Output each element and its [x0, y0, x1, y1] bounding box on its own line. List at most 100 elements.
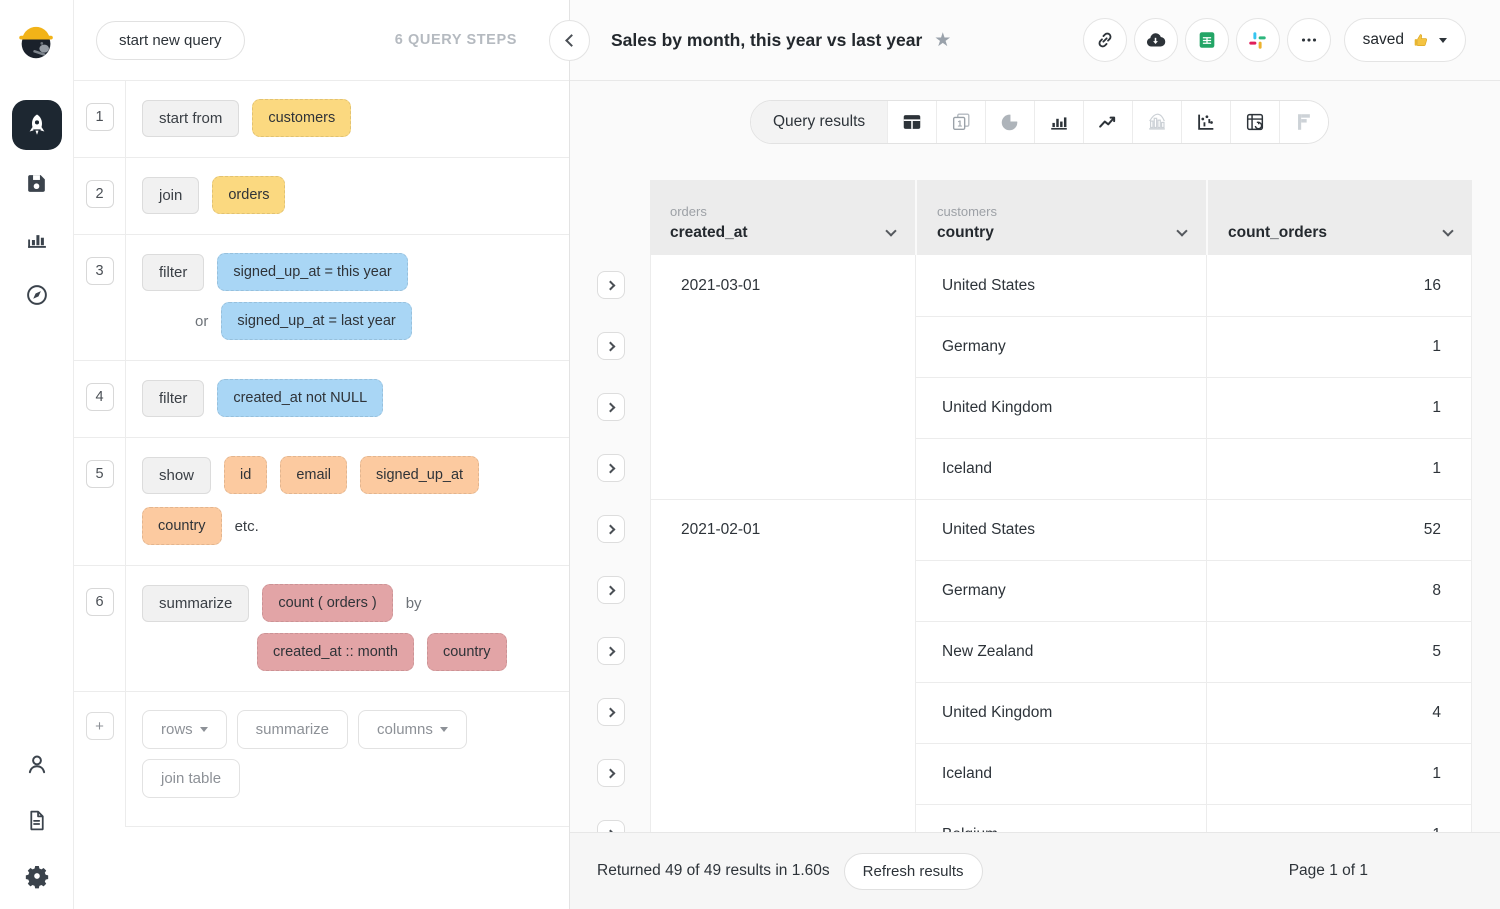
table-row: United Kingdom 4 [651, 682, 1471, 743]
column-pill-signed-up-at[interactable]: signed_up_at [359, 456, 480, 494]
start-new-query-button[interactable]: start new query [96, 20, 245, 60]
expand-row-button[interactable] [597, 271, 625, 299]
viz-tab-big-number[interactable]: 1 [936, 101, 986, 143]
viz-tab-table[interactable] [887, 101, 937, 143]
sidebar-item-explore[interactable] [14, 272, 60, 318]
expand-row-button[interactable] [597, 576, 625, 604]
step-number: 2 [85, 180, 114, 208]
page-title[interactable]: Sales by month, this year vs last year [611, 29, 923, 50]
chevron-right-icon [605, 280, 615, 290]
expand-row-button[interactable] [597, 698, 625, 726]
table-row: Iceland 1 [651, 743, 1471, 804]
step-number: 3 [85, 257, 114, 285]
table-row: Iceland 1 [651, 438, 1471, 499]
groupby-pill-country[interactable]: country [426, 633, 507, 671]
expand-row-button[interactable] [597, 637, 625, 665]
add-step-button[interactable]: + [85, 712, 114, 740]
filter-pill[interactable]: signed_up_at = this year [217, 253, 408, 291]
column-header-country[interactable]: customers country [915, 180, 1206, 255]
link-icon [1098, 32, 1112, 48]
step-verb-show[interactable]: show [142, 456, 212, 494]
pivot-table-icon [1247, 113, 1264, 131]
expand-row-button[interactable] [597, 454, 625, 482]
viz-tab-pivot-table[interactable] [1230, 101, 1280, 143]
filter-pill[interactable]: signed_up_at = last year [221, 302, 412, 340]
compass-icon [26, 285, 47, 305]
user-icon [28, 755, 45, 774]
chevron-right-icon [605, 707, 615, 717]
sidebar-item-settings[interactable] [14, 853, 60, 899]
step-3: 3 filter signed_up_at = this year or sig… [74, 235, 569, 361]
step-5: 5 show id email signed_up_at country etc… [74, 438, 569, 566]
table-pill-customers[interactable]: customers [252, 99, 352, 137]
or-label: or [195, 312, 209, 330]
funnel-icon [1298, 114, 1311, 130]
caret-down-icon [199, 727, 208, 732]
collapse-panel-button[interactable] [549, 20, 590, 61]
sidebar-item-saved[interactable] [14, 160, 60, 206]
sidebar-item-account[interactable] [14, 741, 60, 787]
column-header-count-orders[interactable]: count_orders [1206, 180, 1472, 255]
steps-panel-header: start new query 6 QUERY STEPS [74, 0, 569, 81]
chevron-right-icon [605, 524, 615, 534]
share-link-button[interactable] [1082, 18, 1127, 62]
step-verb-filter[interactable]: filter [142, 379, 205, 417]
expand-row-button[interactable] [597, 515, 625, 543]
column-pill-country[interactable]: country [142, 507, 222, 545]
bar-chart-icon [1051, 117, 1067, 130]
mole-logo-icon [18, 26, 53, 59]
table-body: 2021-03-01 United States 16 Germany 1 Un… [650, 255, 1472, 865]
svg-text:1: 1 [958, 119, 963, 129]
add-rows-step-button[interactable]: rows [142, 710, 227, 749]
step-6: 6 summarize count ( orders ) by created_… [74, 566, 569, 692]
settings-icon [25, 866, 48, 889]
app-logo[interactable] [11, 14, 63, 66]
thumbs-up-icon [1414, 33, 1428, 46]
add-summarize-step-button[interactable]: summarize [236, 710, 349, 749]
sidebar-item-docs[interactable] [14, 797, 60, 843]
star-icon[interactable]: ★ [934, 29, 952, 51]
column-pill-email[interactable]: email [280, 456, 347, 494]
sidebar-item-charts[interactable] [14, 216, 60, 262]
viz-tab-funnel[interactable] [1279, 101, 1329, 143]
refresh-results-button[interactable]: Refresh results [843, 852, 983, 890]
sidebar-top-group [11, 14, 63, 318]
step-number: 4 [85, 383, 114, 411]
download-button[interactable] [1133, 18, 1178, 62]
aggregate-pill[interactable]: count ( orders ) [262, 584, 393, 622]
groupby-pill-month[interactable]: created_at :: month [257, 633, 414, 671]
viz-tab-scatter-plot[interactable] [1181, 101, 1231, 143]
export-sheets-button[interactable] [1184, 18, 1229, 62]
expand-row-button[interactable] [597, 332, 625, 360]
step-number: 1 [85, 103, 114, 131]
viz-tab-line-chart[interactable] [1083, 101, 1133, 143]
chevron-right-icon [605, 768, 615, 778]
sidebar-item-query-builder[interactable] [11, 100, 62, 150]
column-header-created-at[interactable]: orders created_at [650, 180, 915, 255]
add-columns-step-button[interactable]: columns [358, 710, 467, 749]
scatter-plot-icon [1198, 114, 1214, 130]
table-pill-orders[interactable]: orders [212, 176, 286, 214]
more-icon [1301, 38, 1316, 42]
step-verb-filter[interactable]: filter [142, 253, 205, 291]
pagination-label: Page 1 of 1 [1288, 862, 1368, 879]
column-pill-id[interactable]: id [224, 456, 268, 494]
step-verb-summarize[interactable]: summarize [142, 584, 250, 622]
step-verb-join[interactable]: join [142, 176, 200, 214]
viz-tab-bar-chart[interactable] [1034, 101, 1084, 143]
filter-pill[interactable]: created_at not NULL [217, 379, 384, 417]
viz-tab-histogram[interactable] [1132, 101, 1182, 143]
step-4: 4 filter created_at not NULL [74, 361, 569, 438]
saved-status-button[interactable]: saved [1343, 18, 1466, 62]
row-expanders [597, 271, 625, 848]
share-slack-button[interactable] [1235, 18, 1280, 62]
expand-row-button[interactable] [597, 759, 625, 787]
more-options-button[interactable] [1286, 18, 1331, 62]
viz-tab-pie-chart[interactable] [985, 101, 1035, 143]
tab-query-results[interactable]: Query results [751, 101, 888, 143]
add-join-table-step-button[interactable]: join table [142, 759, 241, 798]
table-row: 2021-03-01 United States 16 [651, 255, 1471, 316]
step-verb-start-from[interactable]: start from [142, 99, 240, 137]
expand-row-button[interactable] [597, 393, 625, 421]
